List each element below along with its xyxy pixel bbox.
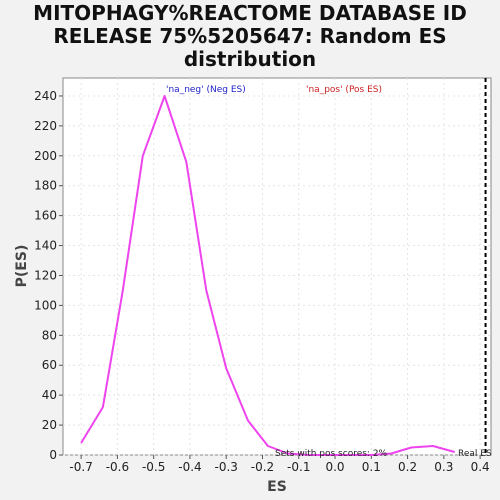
y-tick-label: 100 [34, 298, 57, 312]
x-tick-label: 0.4 [471, 460, 490, 474]
x-tick-label: -0.2 [251, 460, 274, 474]
y-tick-label: 80 [42, 328, 57, 342]
ticks: -0.7 -0.6 -0.5 -0.4 -0.3 -0.2 -0.1 0.0 0.1 0.2 0.3… [34, 89, 490, 474]
title-line-1: MITOPHAGY%REACTOME DATABASE ID [33, 1, 467, 25]
y-tick-label: 60 [42, 358, 57, 372]
y-tick-label: 40 [42, 388, 57, 402]
x-tick-label: 0.3 [434, 460, 453, 474]
x-tick-label: -0.6 [106, 460, 129, 474]
x-tick-label: 0.1 [362, 460, 381, 474]
y-tick-label: 20 [42, 418, 57, 432]
x-axis-label: ES [267, 479, 287, 495]
x-tick-label: -0.7 [69, 460, 92, 474]
y-tick-label: 240 [34, 89, 57, 103]
series [80, 95, 455, 456]
y-tick-label: 180 [34, 179, 57, 193]
legend-pos-es: 'na_pos' (Pos ES) [306, 85, 382, 95]
x-tick-label: -0.5 [142, 460, 165, 474]
y-tick-label: 200 [34, 149, 57, 163]
random-es-distribution-line [80, 95, 455, 456]
y-axis-label: P(ES) [14, 245, 30, 288]
x-tick-label: -0.1 [287, 460, 310, 474]
x-tick-label: 0.0 [325, 460, 344, 474]
grid [63, 78, 491, 456]
y-tick-label: 120 [34, 268, 57, 282]
x-tick-label: -0.4 [178, 460, 201, 474]
chart-title: MITOPHAGY%REACTOME DATABASE ID RELEASE 7… [0, 2, 500, 71]
pos-scores-annotation: Sets with pos scores: 2% [275, 449, 388, 459]
legend-neg-es: 'na_neg' (Neg ES) [166, 85, 246, 95]
real-es-label: Real ES [458, 449, 492, 459]
y-tick-label: 0 [49, 448, 57, 462]
title-line-3: distribution [183, 47, 317, 71]
x-tick-label: 0.2 [398, 460, 417, 474]
y-tick-label: 160 [34, 209, 57, 223]
x-tick-label: -0.3 [215, 460, 238, 474]
y-tick-label: 140 [34, 239, 57, 253]
title-line-2: RELEASE 75%5205647: Random ES [53, 24, 447, 48]
plot-area [62, 77, 492, 456]
y-tick-label: 220 [34, 119, 57, 133]
